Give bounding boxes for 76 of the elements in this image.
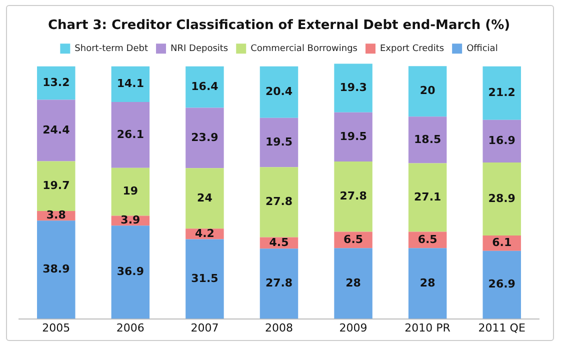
data-label: 28 <box>420 276 436 290</box>
data-label: 23.9 <box>191 130 218 144</box>
data-label: 6.1 <box>492 236 512 250</box>
x-tick-label: 2009 <box>339 321 368 334</box>
data-label: 3.8 <box>46 208 66 222</box>
data-label: 36.9 <box>116 265 144 278</box>
bar <box>482 120 521 163</box>
legend-label: Export Credits <box>380 44 444 54</box>
bar <box>260 118 298 168</box>
bar <box>186 108 224 168</box>
data-label: 27.1 <box>414 190 442 204</box>
data-label: 4.2 <box>194 226 214 240</box>
x-tick-label: 2006 <box>116 321 144 334</box>
data-label: 6.5 <box>344 232 364 246</box>
data-label: 26.9 <box>488 278 516 291</box>
data-label: 20 <box>420 84 436 98</box>
data-label: 19 <box>122 184 138 198</box>
data-label: 16.4 <box>191 80 219 93</box>
bar <box>482 66 521 120</box>
data-label: 31.5 <box>191 272 218 285</box>
data-label: 28 <box>346 276 361 290</box>
data-label: 24 <box>197 191 213 204</box>
x-tick-label: 2011 QE <box>478 321 526 334</box>
bar <box>334 64 372 112</box>
bar <box>111 226 150 319</box>
bar <box>482 162 521 236</box>
bar <box>37 66 76 100</box>
bar <box>37 161 76 212</box>
data-label: 14.1 <box>116 77 144 90</box>
bar <box>408 163 447 232</box>
bar <box>37 100 76 162</box>
data-label: 20.4 <box>265 84 293 98</box>
data-label: 4.5 <box>269 236 289 249</box>
bar <box>186 66 224 108</box>
bar <box>482 250 521 319</box>
bar <box>260 66 298 118</box>
data-label: 19.5 <box>340 130 367 143</box>
legend-label: Official <box>466 44 498 54</box>
x-tick-label: 2010 PR <box>404 321 451 334</box>
bar <box>111 66 150 102</box>
x-tick-label: 2007 <box>190 321 219 334</box>
legend-label: NRI Deposits <box>170 44 228 54</box>
data-label: 19.3 <box>340 80 367 94</box>
bar <box>111 102 150 168</box>
bar <box>334 112 372 162</box>
bar <box>260 167 298 238</box>
legend-label: Short-term Debt <box>74 44 148 54</box>
data-label: 38.9 <box>42 262 70 276</box>
data-label: 27.8 <box>265 195 293 208</box>
bar <box>334 248 372 319</box>
data-label: 24.4 <box>42 123 70 136</box>
data-label: 18.5 <box>414 132 442 146</box>
data-label: 16.9 <box>488 134 516 148</box>
data-label: 27.8 <box>340 189 367 202</box>
bar <box>334 162 372 232</box>
bar <box>260 248 298 319</box>
data-label: 27.8 <box>265 276 293 290</box>
data-label: 19.7 <box>42 179 70 192</box>
data-label: 13.2 <box>42 76 70 89</box>
bar <box>37 220 76 319</box>
data-label: 6.5 <box>418 232 438 246</box>
x-tick-label: 2005 <box>42 321 70 334</box>
data-label: 3.9 <box>120 214 140 227</box>
x-tick-label: 2008 <box>265 321 293 334</box>
legend-label: Commercial Borrowings <box>250 44 358 54</box>
chart-title: Chart 3: Creditor Classification of External Debt end-March (%) <box>48 18 510 34</box>
data-label: 21.2 <box>488 86 516 99</box>
data-label: 19.5 <box>265 135 293 148</box>
bar <box>408 66 447 117</box>
bar <box>408 116 447 164</box>
bar <box>111 168 150 216</box>
bar <box>186 168 224 229</box>
bar <box>408 248 447 319</box>
data-label: 28.9 <box>488 192 516 205</box>
bar <box>186 239 224 319</box>
data-label: 26.1 <box>116 128 144 141</box>
